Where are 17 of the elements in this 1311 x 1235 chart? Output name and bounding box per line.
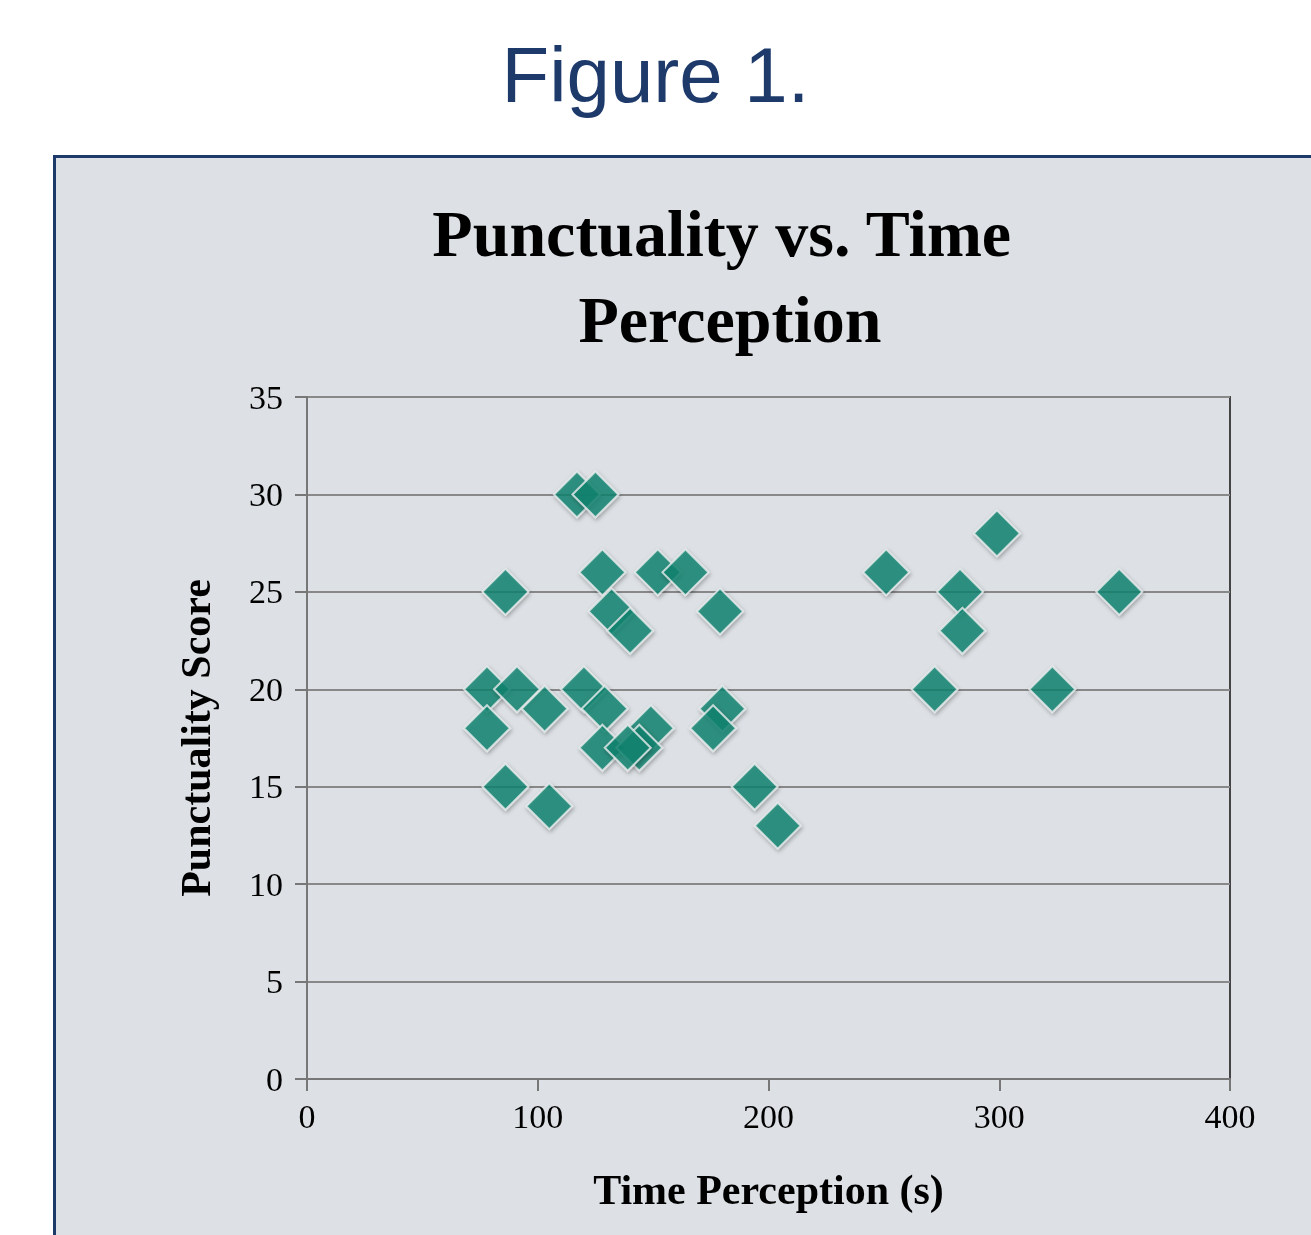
x-axis-title: Time Perception (s) [593, 1167, 944, 1214]
y-tick-label: 15 [249, 768, 283, 806]
chart-title: Punctuality vs. Time Perception [432, 196, 1028, 356]
y-tick-label: 35 [249, 378, 283, 416]
x-tick-label: 300 [973, 1097, 1025, 1135]
y-tick-label: 25 [249, 573, 283, 611]
x-tick-label: 400 [1204, 1097, 1256, 1135]
y-tick-label: 10 [249, 865, 283, 903]
y-axis-title: Punctuality Score [173, 579, 219, 897]
y-tick-label: 20 [249, 670, 283, 708]
y-tick-label: 30 [249, 475, 283, 513]
y-tick-label: 5 [266, 963, 283, 1001]
y-tick-label: 0 [266, 1060, 283, 1098]
caption: Figure 1. [500, 30, 811, 121]
x-tick-label: 200 [743, 1097, 794, 1135]
x-tick-label: 100 [512, 1097, 564, 1135]
x-tick-label: 0 [298, 1097, 316, 1135]
